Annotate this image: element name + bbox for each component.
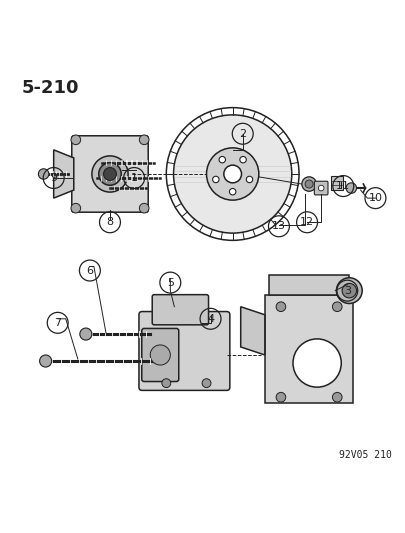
Text: 10: 10: [369, 193, 382, 203]
Circle shape: [318, 185, 324, 191]
Text: 9: 9: [50, 173, 57, 183]
FancyBboxPatch shape: [265, 295, 353, 403]
Text: 4: 4: [207, 314, 214, 324]
Circle shape: [99, 163, 121, 185]
Circle shape: [346, 183, 356, 193]
Circle shape: [213, 176, 219, 183]
Text: 6: 6: [86, 265, 94, 276]
Circle shape: [342, 284, 356, 298]
Polygon shape: [331, 176, 343, 190]
Circle shape: [139, 135, 149, 144]
Text: 2: 2: [239, 129, 246, 139]
Circle shape: [80, 328, 92, 340]
Circle shape: [162, 379, 171, 387]
Circle shape: [173, 115, 292, 233]
Text: 3: 3: [344, 286, 351, 296]
Polygon shape: [241, 306, 265, 355]
Text: 7: 7: [54, 318, 61, 328]
FancyBboxPatch shape: [269, 274, 349, 295]
Circle shape: [293, 339, 341, 387]
Text: 5-210: 5-210: [21, 79, 79, 98]
Circle shape: [202, 379, 211, 387]
Circle shape: [224, 165, 241, 183]
Circle shape: [71, 135, 81, 144]
Circle shape: [305, 180, 313, 188]
FancyBboxPatch shape: [72, 136, 148, 212]
Circle shape: [276, 302, 286, 312]
Text: 5: 5: [167, 278, 174, 288]
Circle shape: [40, 355, 52, 367]
Polygon shape: [54, 150, 74, 198]
FancyBboxPatch shape: [314, 181, 328, 195]
Circle shape: [230, 189, 236, 195]
Circle shape: [337, 278, 362, 303]
Circle shape: [92, 156, 128, 192]
Text: 92V05 210: 92V05 210: [339, 449, 392, 459]
Text: 13: 13: [272, 221, 286, 231]
Circle shape: [139, 204, 149, 213]
FancyBboxPatch shape: [152, 295, 209, 325]
Circle shape: [150, 345, 171, 365]
Text: 11: 11: [336, 181, 350, 191]
Circle shape: [302, 177, 316, 191]
Circle shape: [207, 148, 259, 200]
FancyBboxPatch shape: [139, 312, 230, 390]
Text: 1: 1: [131, 173, 138, 183]
Text: 12: 12: [300, 217, 314, 227]
FancyBboxPatch shape: [142, 328, 179, 382]
Circle shape: [240, 157, 246, 163]
Circle shape: [219, 157, 226, 163]
Circle shape: [38, 169, 49, 179]
Circle shape: [276, 392, 286, 402]
Circle shape: [246, 176, 253, 183]
Circle shape: [333, 302, 342, 312]
Circle shape: [104, 167, 116, 181]
Circle shape: [71, 204, 81, 213]
Text: 8: 8: [107, 217, 113, 227]
Circle shape: [333, 392, 342, 402]
